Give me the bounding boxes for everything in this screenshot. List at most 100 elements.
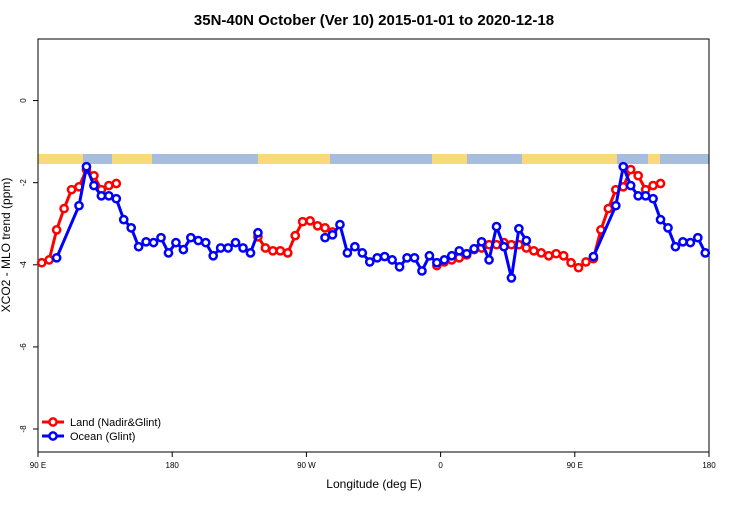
point xyxy=(327,229,338,240)
ocean-strip xyxy=(38,154,709,164)
point xyxy=(335,219,345,230)
point xyxy=(268,245,278,256)
point xyxy=(156,232,166,243)
point xyxy=(342,248,353,258)
point xyxy=(506,239,517,250)
point xyxy=(700,248,711,258)
point xyxy=(402,252,412,263)
point xyxy=(528,245,539,256)
point xyxy=(103,190,114,201)
point xyxy=(126,222,137,233)
point xyxy=(297,216,308,227)
point xyxy=(36,257,47,268)
y-axis-label: XCO2 - MLO trend (ppm) xyxy=(0,178,13,313)
point xyxy=(454,245,465,256)
point xyxy=(51,252,62,263)
point xyxy=(581,257,591,267)
point xyxy=(618,161,629,172)
point xyxy=(663,222,673,233)
land-strip xyxy=(648,154,660,164)
point xyxy=(506,273,517,283)
point xyxy=(543,250,554,261)
point xyxy=(484,255,494,265)
point xyxy=(439,255,450,265)
land-ocean-strip xyxy=(38,154,709,164)
point xyxy=(633,190,644,201)
point xyxy=(469,243,479,254)
point xyxy=(633,170,644,181)
point xyxy=(573,262,584,273)
point xyxy=(521,243,532,253)
x-tick-label: 180 xyxy=(702,461,716,470)
point xyxy=(364,257,375,267)
legend-marker xyxy=(48,431,58,441)
point xyxy=(409,252,420,263)
point xyxy=(499,241,509,252)
point xyxy=(238,243,248,253)
point xyxy=(59,203,69,214)
point xyxy=(655,178,666,189)
x-tick-label: 180 xyxy=(166,461,180,470)
point xyxy=(558,250,569,261)
point xyxy=(51,225,62,235)
land-strip xyxy=(38,154,83,164)
chart-title: 35N-40N October (Ver 10) 2015-01-01 to 2… xyxy=(194,12,554,29)
point xyxy=(320,222,330,233)
point xyxy=(678,236,688,247)
point xyxy=(282,248,293,258)
point xyxy=(417,266,427,276)
point xyxy=(603,203,614,214)
point xyxy=(245,248,256,258)
point xyxy=(208,250,219,261)
point xyxy=(521,235,532,246)
point xyxy=(111,193,122,204)
point xyxy=(648,180,658,191)
point xyxy=(588,251,599,262)
point xyxy=(66,184,77,195)
point xyxy=(551,248,562,259)
point xyxy=(44,255,55,265)
point xyxy=(670,241,681,252)
point xyxy=(215,243,226,253)
point xyxy=(305,216,315,226)
x-tick-label: 0 xyxy=(438,461,443,470)
point xyxy=(491,221,502,232)
point xyxy=(350,241,360,252)
y-tick-label: -8 xyxy=(19,425,28,433)
y-tick-label: -4 xyxy=(19,261,28,269)
point xyxy=(103,180,114,191)
point xyxy=(74,200,84,211)
point xyxy=(230,237,241,248)
x-tick-label: 90 E xyxy=(567,461,583,470)
point xyxy=(193,235,204,246)
point xyxy=(223,243,233,253)
y-tick-label: -6 xyxy=(19,343,28,351)
y-tick-label: -2 xyxy=(19,179,28,187)
point xyxy=(253,227,263,238)
x-axis-label: Longitude (deg E) xyxy=(326,477,421,491)
plot-frame xyxy=(37,38,710,453)
point xyxy=(514,223,524,234)
point xyxy=(96,190,107,201)
point xyxy=(648,193,658,204)
point xyxy=(290,230,301,241)
point xyxy=(461,248,472,259)
point xyxy=(320,232,330,243)
point xyxy=(394,261,405,272)
y-tick-label: 0 xyxy=(19,98,28,103)
x-tick-label: 90 W xyxy=(297,461,316,470)
point xyxy=(424,250,435,261)
point xyxy=(685,237,696,248)
point xyxy=(185,232,196,243)
point xyxy=(640,190,651,201)
point xyxy=(200,237,211,248)
point xyxy=(372,252,383,263)
point xyxy=(692,232,703,243)
land-strip xyxy=(112,154,152,164)
point xyxy=(446,250,457,261)
point xyxy=(171,237,181,248)
land-strip xyxy=(258,154,330,164)
